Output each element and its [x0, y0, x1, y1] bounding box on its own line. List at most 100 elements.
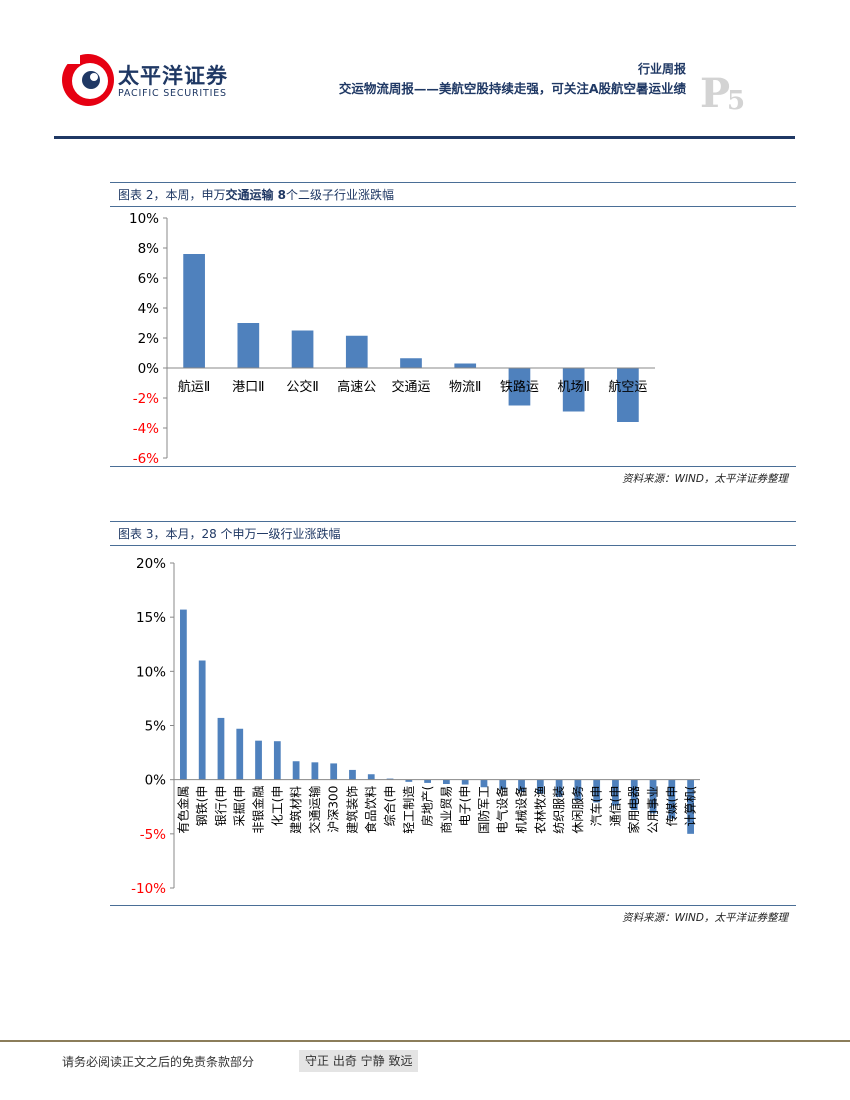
company-logo: 太平洋证券 PACIFIC SECURITIES: [60, 44, 240, 112]
footer-disclaimer: 请务必阅读正文之后的免责条款部分: [62, 1055, 255, 1069]
fig3-category-label: 通信(申: [608, 786, 622, 827]
page-letter: P: [700, 70, 731, 117]
fig2-category-label: 港口Ⅱ: [232, 380, 264, 395]
fig3-category-label: 轻工制造: [402, 786, 416, 834]
fig3-y-tick-label: 0%: [145, 773, 167, 789]
fig3-bar: [668, 779, 676, 819]
figure2-caption-top-rule: [110, 182, 796, 183]
fig2-y-tick-label: 4%: [138, 301, 160, 317]
fig3-category-label: 国防军工: [476, 786, 491, 834]
fig3-bar: [292, 761, 300, 780]
fig2-bar: [237, 323, 260, 368]
logo-name-en: PACIFIC SECURITIES: [118, 88, 227, 99]
fig3-category-label: 建筑装饰: [344, 786, 359, 834]
fig3-bar: [180, 609, 187, 780]
fig2-category-label: 铁路运: [500, 379, 539, 395]
fig3-bar: [330, 763, 338, 780]
fig3-bar: [687, 779, 694, 834]
fig3-y-tick-label: -10%: [131, 881, 166, 897]
figure3-caption-bottom-rule: [110, 545, 796, 546]
fig2-bar: [454, 363, 477, 368]
report-type: 行业周报: [637, 62, 686, 76]
fig3-category-label: 钢铁(申: [195, 786, 209, 827]
fig3-category-label: 银行(申: [214, 786, 228, 827]
fig3-category-label: 非银金融: [251, 786, 266, 834]
fig2-category-label: 高速公: [337, 379, 376, 395]
footer-divider: [0, 1040, 850, 1042]
fig3-category-label: 电气设备: [495, 786, 510, 834]
fig2-bar: [183, 254, 205, 368]
figure3-bar-chart: 20% 15% 10% 5% 0% -5% -10% 有色金属 钢铁(申 银行(申 采掘(申 非银金融…: [131, 556, 700, 897]
fig2-y-tick-label: 6%: [138, 271, 160, 287]
fig3-category-label: 农林牧渔: [533, 786, 547, 834]
fig3-bar: [480, 779, 488, 788]
fig2-bar: [562, 368, 585, 412]
figure2-caption-suffix: 个二级子行业涨跌幅: [285, 188, 394, 202]
fig2-category-label: 航空运: [608, 379, 647, 395]
fig3-category-label: 汽车(申: [589, 786, 604, 827]
fig3-bar: [443, 779, 450, 784]
fig3-category-label: 纺织服装: [552, 786, 566, 834]
figure2-bar-chart: 10% 8% 6% 4% 2% 0% -2% -4% -6% 航运Ⅱ 港口Ⅱ 公交Ⅱ 高速公 交通运 物流Ⅱ…: [129, 211, 655, 465]
report-title: 交运物流周报——美航空股持续走强，可关注A股航空暑运业绩: [338, 81, 686, 96]
fig2-category-label: 物流Ⅱ: [449, 380, 481, 395]
fig3-y-tick-label: -5%: [140, 827, 166, 843]
fig3-bar: [367, 774, 375, 780]
fig2-category-label: 航运Ⅱ: [178, 379, 210, 395]
fig2-bar: [345, 335, 368, 368]
fig2-y-tick-label: 0%: [138, 361, 160, 377]
fig3-bar: [612, 779, 619, 806]
fig3-y-tick-label: 20%: [136, 556, 166, 572]
fig3-category-label: 交通运输: [307, 786, 322, 834]
fig2-bar: [617, 368, 639, 422]
fig3-category-label: 机械设备: [514, 786, 529, 834]
fig3-category-label: 食品饮料: [363, 786, 378, 834]
fig3-category-label: 商业贸易: [438, 786, 453, 834]
fig2-y-tick-label: -4%: [133, 421, 159, 437]
figure2-caption-prefix: 图表 2，本周，申万: [118, 188, 226, 202]
fig3-category-label: 公用事业: [646, 786, 660, 834]
fig3-bar: [649, 779, 657, 814]
fig3-y-tick-label: 15%: [136, 610, 166, 626]
fig2-y-tick-label: 8%: [138, 241, 160, 257]
figure2-source: 资料来源：WIND，太平洋证券整理: [622, 473, 788, 485]
figure3-source: 资料来源：WIND，太平洋证券整理: [622, 912, 788, 924]
fig3-category-label: 休闲服务: [570, 786, 585, 834]
fig3-category-label: 传媒(申: [664, 786, 679, 827]
fig3-bar: [593, 779, 601, 803]
fig3-bar: [574, 779, 582, 801]
fig3-category-label: 化工(申: [270, 786, 284, 827]
fig3-bar: [405, 779, 413, 782]
fig3-category-label: 建筑材料: [288, 786, 303, 834]
figure3-caption: 图表 3，本月，28 个申万一级行业涨跌幅: [118, 527, 341, 541]
fig3-bar: [555, 779, 563, 797]
fig2-category-label: 交通运: [391, 379, 430, 395]
fig2-y-tick-label: -2%: [133, 391, 159, 407]
figure2-caption: 图表 2，本周，申万交通运输 8个二级子行业涨跌幅: [118, 186, 394, 203]
fig3-bar: [518, 779, 525, 792]
fig3-category-label: 电子(申: [458, 786, 472, 827]
fig3-bar: [536, 779, 544, 794]
fig3-category-label: 综合(申: [382, 786, 397, 827]
figure2-source-rule: [110, 466, 796, 467]
fig3-bar: [461, 779, 469, 785]
fig3-bar: [236, 728, 244, 780]
figure3-source-rule: [110, 905, 796, 906]
fig3-bar: [499, 779, 507, 790]
fig3-bar: [198, 660, 206, 780]
fig3-bar: [273, 741, 281, 780]
fig2-category-label: 机场Ⅱ: [557, 380, 589, 395]
fig2-y-tick-label: -6%: [133, 451, 159, 465]
figure2-caption-bottom-rule: [110, 206, 796, 207]
fig3-bar: [311, 762, 319, 780]
fig3-bar: [217, 717, 225, 780]
logo-name-cn: 太平洋证券: [118, 64, 228, 88]
fig3-category-label: 房地产(: [420, 786, 435, 827]
fig3-category-label: 沪深300: [327, 786, 341, 833]
fig2-bar: [291, 330, 314, 368]
fig3-category-label: 计算机(: [683, 786, 698, 827]
fig3-y-tick-label: 5%: [145, 719, 167, 735]
fig2-y-tick-label: 10%: [129, 211, 159, 227]
fig3-category-label: 有色金属: [175, 786, 190, 834]
figure3-caption-top-rule: [110, 521, 796, 522]
